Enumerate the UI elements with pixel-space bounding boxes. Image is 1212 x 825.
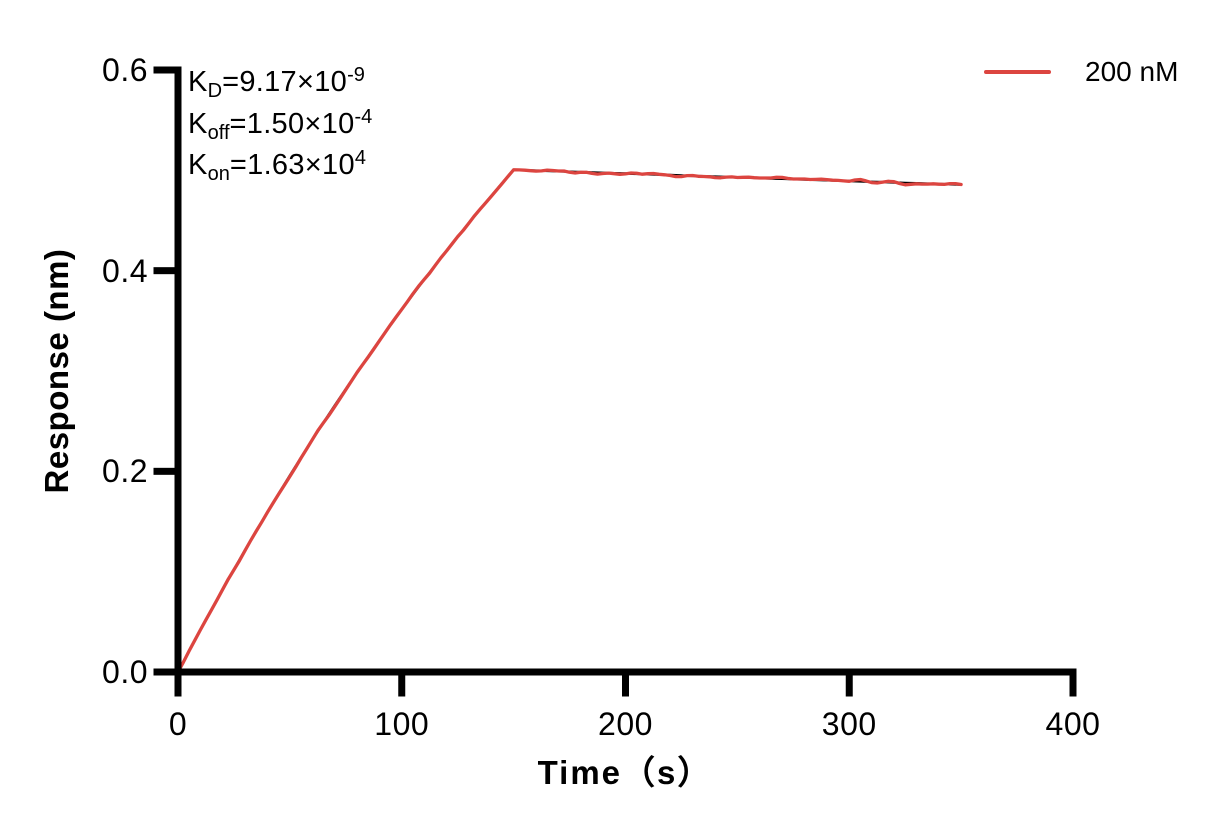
legend: 200 nM xyxy=(984,55,1178,89)
koff-annotation: Koff=1.50×10-4 xyxy=(188,104,372,146)
legend-line-swatch xyxy=(984,69,1051,75)
x-tick-label-300: 300 xyxy=(821,706,877,742)
x-tick xyxy=(845,672,853,697)
x-tick-label-400: 400 xyxy=(1045,706,1101,742)
x-tick xyxy=(174,672,182,697)
x-tick-label-0: 0 xyxy=(168,706,188,742)
x-axis-title: Time（s） xyxy=(537,754,713,791)
kon-exponent: 4 xyxy=(354,147,367,169)
kd-exponent: -9 xyxy=(347,64,365,86)
kon-value: =1.63×10 xyxy=(229,149,355,181)
kinetic-constants: KD=9.17×10-9 Koff=1.50×10-4 Kon=1.63×104 xyxy=(188,62,372,187)
kon-base: K xyxy=(188,149,208,181)
y-axis-line xyxy=(174,66,182,676)
y-tick xyxy=(153,668,175,676)
kon-annotation: Kon=1.63×104 xyxy=(188,145,372,187)
y-tick xyxy=(153,66,175,74)
legend-label: 200 nM xyxy=(1085,56,1179,87)
x-tick xyxy=(622,672,629,697)
koff-value: =1.50×10 xyxy=(229,107,355,140)
x-tick-label-100: 100 xyxy=(374,706,430,742)
fit-curve xyxy=(176,168,963,674)
x-tick xyxy=(398,672,406,697)
kon-sub: on xyxy=(207,163,230,185)
kd-base: K xyxy=(188,66,208,98)
koff-exponent: -4 xyxy=(354,105,373,128)
y-tick-label-0.4: 0.4 xyxy=(102,252,148,289)
x-tick xyxy=(1069,672,1077,697)
y-tick-label-0.0: 0.0 xyxy=(102,654,148,690)
y-tick xyxy=(153,267,175,275)
koff-sub: off xyxy=(207,121,230,144)
kd-sub: D xyxy=(207,80,223,102)
measured-trace xyxy=(176,168,963,674)
kd-value: =9.17×10 xyxy=(222,66,348,98)
kd-annotation: KD=9.17×10-9 xyxy=(188,62,372,104)
x-tick-label-200: 200 xyxy=(598,706,653,742)
y-axis-title: Response (nm) xyxy=(38,248,75,494)
y-tick xyxy=(153,467,175,475)
koff-base: K xyxy=(188,107,208,140)
y-tick-label-0.2: 0.2 xyxy=(102,453,148,490)
y-tick-label-0.6: 0.6 xyxy=(102,52,148,88)
